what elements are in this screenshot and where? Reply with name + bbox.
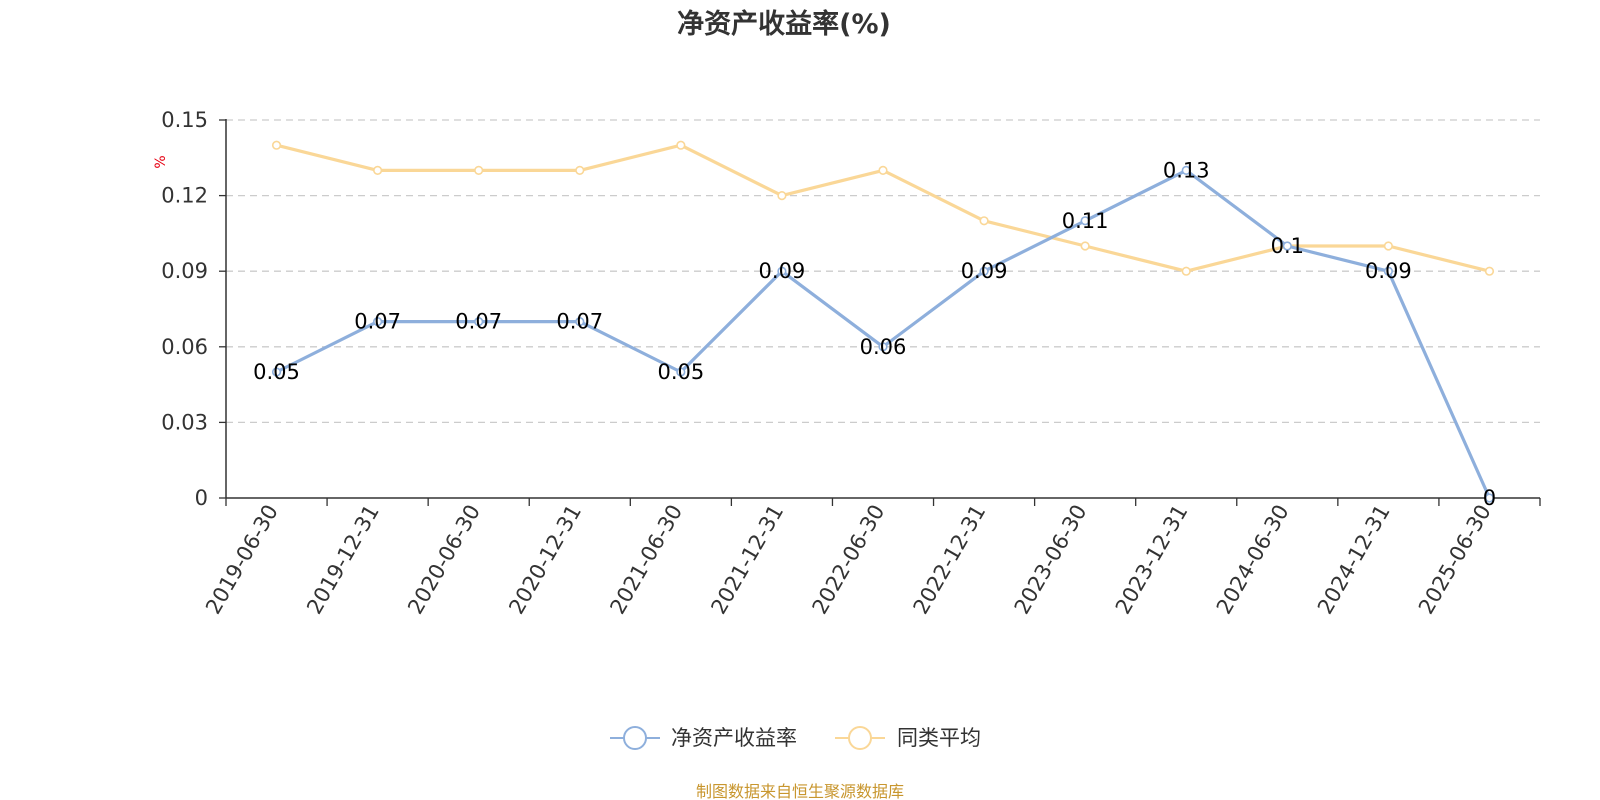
data-point-roe <box>1282 241 1292 251</box>
data-label: 0.09 <box>961 259 1008 283</box>
x-tick-label: 2020-06-30 <box>403 501 485 619</box>
data-point-roe <box>676 367 686 377</box>
y-axis-unit: % <box>153 155 169 168</box>
data-label: 0.06 <box>860 335 907 359</box>
y-tick-label: 0.09 <box>161 259 208 283</box>
x-tick-label: 2024-06-30 <box>1212 501 1294 619</box>
data-point-roe <box>271 367 282 377</box>
data-point-peer-average <box>979 216 989 226</box>
x-tick-label: 2023-12-31 <box>1111 501 1193 619</box>
data-point-peer-average <box>777 191 787 201</box>
x-tick-label: 2020-12-31 <box>504 501 586 619</box>
data-label: 0.07 <box>354 310 401 334</box>
legend[interactable]: 净资产收益率 同类平均 <box>610 726 981 750</box>
legend-item-peer-average[interactable]: 同类平均 <box>835 726 981 750</box>
data-label: 0.11 <box>1062 209 1109 233</box>
x-tick-label: 2019-06-30 <box>201 501 283 619</box>
x-tick-label: 2025-06-30 <box>1414 501 1496 619</box>
data-point-roe <box>979 266 989 276</box>
data-label: 0.13 <box>1163 158 1210 182</box>
data-point-roe <box>1484 493 1495 503</box>
data-point-peer-average <box>1080 241 1090 251</box>
data-point-roe <box>777 266 787 276</box>
legend-marker-peer-average <box>848 726 872 750</box>
x-tick-label: 2021-06-30 <box>605 501 687 619</box>
data-label: 0.05 <box>657 360 704 384</box>
data-point-peer-average <box>474 165 484 175</box>
y-tick-label: 0 <box>195 486 208 510</box>
data-point-roe <box>878 342 888 352</box>
data-point-peer-average <box>1383 241 1393 251</box>
data-point-peer-average <box>676 140 686 150</box>
data-label: 0.09 <box>1365 259 1412 283</box>
data-point-peer-average <box>373 165 383 175</box>
x-tick-label: 2022-06-30 <box>808 501 890 619</box>
y-tick-label: 0.12 <box>161 184 208 208</box>
x-tick-label: 2024-12-31 <box>1313 501 1395 619</box>
data-label: 0.09 <box>759 259 806 283</box>
series-roe <box>271 165 1495 503</box>
data-point-peer-average <box>878 165 888 175</box>
data-label: 0.07 <box>556 310 603 334</box>
x-tick-label: 2023-06-30 <box>1010 501 1092 619</box>
data-point-peer-average <box>271 140 282 150</box>
data-label: 0 <box>1483 486 1496 510</box>
data-label: 0.05 <box>253 360 300 384</box>
data-point-roe <box>1181 165 1191 175</box>
data-point-roe <box>1383 266 1393 276</box>
chart-title: 净资产收益率(%) <box>677 8 891 40</box>
legend-item-roe[interactable]: 净资产收益率 <box>610 726 797 750</box>
x-tick-label: 2021-12-31 <box>706 501 788 619</box>
data-point-peer-average <box>575 165 585 175</box>
x-tick-label: 2019-12-31 <box>302 501 384 619</box>
data-labels: 0.05 0.07 0.07 0.07 0.05 0.09 0.06 0.09 0.11 0.13… <box>253 158 1496 510</box>
y-tick-label: 0.15 <box>161 108 208 132</box>
y-tick-label: 0.03 <box>161 410 208 434</box>
grid-lines <box>226 119 1540 424</box>
data-label: 0.1 <box>1271 234 1304 258</box>
data-point-peer-average <box>1181 266 1191 276</box>
data-label: 0.07 <box>455 310 502 334</box>
source-note: 制图数据来自恒生聚源数据库 <box>696 782 904 800</box>
data-point-roe <box>373 317 383 327</box>
series-peer-average <box>271 140 1495 276</box>
legend-marker-roe <box>623 726 647 750</box>
y-axis-ticks: 0 0.03 0.06 0.09 0.12 0.15 <box>161 108 227 510</box>
legend-label-peer-average: 同类平均 <box>897 726 981 750</box>
data-point-roe <box>575 317 585 327</box>
data-point-roe <box>1080 216 1090 226</box>
x-tick-label: 2022-12-31 <box>909 501 991 619</box>
series-lines <box>271 140 1495 503</box>
x-axis: 2019-06-30 2019-12-31 2020-06-30 2020-12-31… <box>201 497 1541 619</box>
y-tick-label: 0.06 <box>161 335 208 359</box>
legend-label-roe: 净资产收益率 <box>671 726 797 750</box>
data-point-roe <box>474 317 484 327</box>
data-point-peer-average <box>1484 266 1495 276</box>
